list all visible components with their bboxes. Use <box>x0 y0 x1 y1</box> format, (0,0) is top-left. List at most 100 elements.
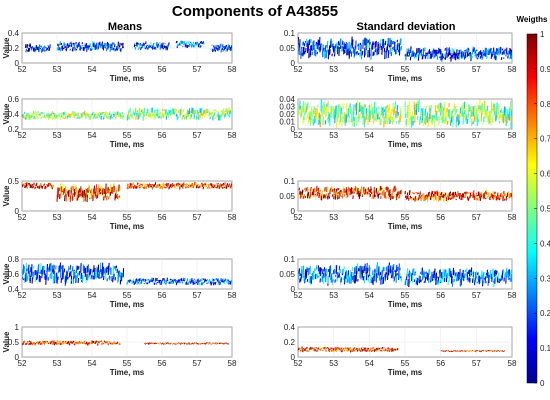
y-tick-label: 0.6 <box>8 95 20 104</box>
x-tick-label: 57 <box>193 291 202 300</box>
y-tick-label: 0.1 <box>284 177 296 186</box>
figure-title: Components of A43855 <box>172 3 338 20</box>
colorbar-tick-label: 0.5 <box>540 205 550 214</box>
x-tick-label: 52 <box>294 213 303 222</box>
x-tick-label: 54 <box>88 213 97 222</box>
x-tick-label: 55 <box>123 291 132 300</box>
x-tick-label: 58 <box>508 131 517 140</box>
x-tick-label: 52 <box>18 359 27 368</box>
colorbar-tick-label: 0 <box>540 379 545 388</box>
y-tick-label: 0 <box>291 125 296 134</box>
x-axis-label: Time, ms <box>388 300 423 309</box>
x-tick-label: 58 <box>228 291 237 300</box>
x-tick-label: 56 <box>436 291 445 300</box>
data-marks <box>298 262 512 287</box>
x-tick-label: 54 <box>365 65 374 74</box>
x-tick-label: 54 <box>88 359 97 368</box>
x-tick-label: 53 <box>329 213 338 222</box>
x-tick-label: 58 <box>228 131 237 140</box>
x-tick-label: 56 <box>436 131 445 140</box>
x-tick-label: 54 <box>365 131 374 140</box>
x-tick-label: 53 <box>329 291 338 300</box>
x-axis-label: Time, ms <box>110 222 145 231</box>
y-tick-label: 0.03 <box>279 103 295 112</box>
y-tick-label: 0.1 <box>284 29 296 38</box>
panel-means-1: 52 53 54 55 56 57 58 0 0.2 0.4 Time, ms Value <box>2 29 237 83</box>
colorbar-tick-label: 0.3 <box>540 274 550 283</box>
x-tick-label: 56 <box>158 213 167 222</box>
panel-std-1: 52 53 54 55 56 57 58 0 0.05 0.1 Time, ms <box>279 29 517 83</box>
colorbar-tick-label: 0.9 <box>540 65 550 74</box>
x-axis-label: Time, ms <box>388 74 423 83</box>
x-tick-label: 57 <box>472 65 481 74</box>
y-tick-label: 0.4 <box>8 110 20 119</box>
colorbar-tick-label: 0.1 <box>540 344 550 353</box>
x-tick-label: 56 <box>436 65 445 74</box>
x-tick-label: 57 <box>472 359 481 368</box>
y-axis-label: Value <box>2 263 11 284</box>
x-tick-label: 53 <box>53 131 62 140</box>
y-tick-label: 0.4 <box>284 323 296 332</box>
x-tick-label: 57 <box>193 65 202 74</box>
x-tick-label: 57 <box>193 359 202 368</box>
y-tick-label: 0 <box>291 207 296 216</box>
y-tick-label: 0.5 <box>8 338 20 347</box>
x-tick-label: 58 <box>228 359 237 368</box>
x-tick-label: 52 <box>18 213 27 222</box>
panel-means-5: 52 53 54 55 56 57 58 0 0.5 1 Time, ms Value <box>2 323 237 377</box>
x-tick-label: 56 <box>158 131 167 140</box>
x-tick-label: 52 <box>18 131 27 140</box>
y-tick-label: 0.05 <box>279 192 295 201</box>
x-tick-label: 57 <box>193 213 202 222</box>
y-axis-label: Value <box>2 37 11 58</box>
x-tick-label: 55 <box>123 65 132 74</box>
data-marks <box>24 40 232 53</box>
x-tick-label: 57 <box>193 131 202 140</box>
x-axis-label: Time, ms <box>110 74 145 83</box>
panel-std-4: 52 53 54 55 56 57 58 0 0.05 0.1 Time, ms <box>279 255 517 309</box>
data-marks <box>298 185 512 202</box>
x-tick-label: 58 <box>508 359 517 368</box>
x-tick-label: 55 <box>123 213 132 222</box>
y-tick-label: 0.02 <box>279 110 295 119</box>
x-tick-label: 53 <box>53 291 62 300</box>
x-tick-label: 55 <box>401 131 410 140</box>
y-tick-label: 0.4 <box>8 29 20 38</box>
x-tick-label: 55 <box>401 359 410 368</box>
x-tick-label: 58 <box>228 65 237 74</box>
x-tick-label: 55 <box>401 291 410 300</box>
y-tick-label: 0.01 <box>279 118 295 127</box>
colorbar-tick-label: 1 <box>540 30 545 39</box>
y-tick-label: 0 <box>15 353 20 362</box>
data-marks <box>22 182 232 203</box>
x-axis-label: Time, ms <box>110 368 145 377</box>
x-tick-label: 58 <box>508 291 517 300</box>
data-marks <box>22 262 232 286</box>
panel-means-3: 52 53 54 55 56 57 58 0 0.5 Time, ms Value <box>2 177 237 231</box>
x-axis-label: Time, ms <box>388 140 423 149</box>
x-tick-label: 53 <box>329 359 338 368</box>
x-tick-label: 55 <box>401 65 410 74</box>
x-tick-label: 56 <box>436 359 445 368</box>
x-tick-label: 58 <box>228 213 237 222</box>
data-marks <box>298 346 506 353</box>
x-tick-label: 55 <box>401 213 410 222</box>
colorbar: Weigths 0 0.1 0.2 0.3 0.4 0.5 0.6 0.7 0.8 0.9 1 <box>517 15 550 388</box>
y-tick-label: 0 <box>291 59 296 68</box>
panel-std-2: 52 53 54 55 56 57 58 00.010.020.030.04 Time, ms <box>279 95 517 149</box>
y-tick-label: 0.8 <box>8 255 20 264</box>
y-axis-label: Value <box>2 185 11 206</box>
x-tick-label: 58 <box>508 65 517 74</box>
x-tick-label: 54 <box>365 359 374 368</box>
colorbar-tick-label: 0.8 <box>540 100 550 109</box>
x-axis-label: Time, ms <box>388 222 423 231</box>
data-marks <box>298 99 512 129</box>
y-tick-label: 0.1 <box>284 255 296 264</box>
colorbar-tick-label: 0.4 <box>540 239 550 248</box>
x-tick-label: 54 <box>88 65 97 74</box>
x-tick-label: 54 <box>365 213 374 222</box>
data-marks <box>298 36 512 62</box>
y-tick-label: 0.05 <box>279 44 295 53</box>
x-tick-label: 52 <box>294 131 303 140</box>
